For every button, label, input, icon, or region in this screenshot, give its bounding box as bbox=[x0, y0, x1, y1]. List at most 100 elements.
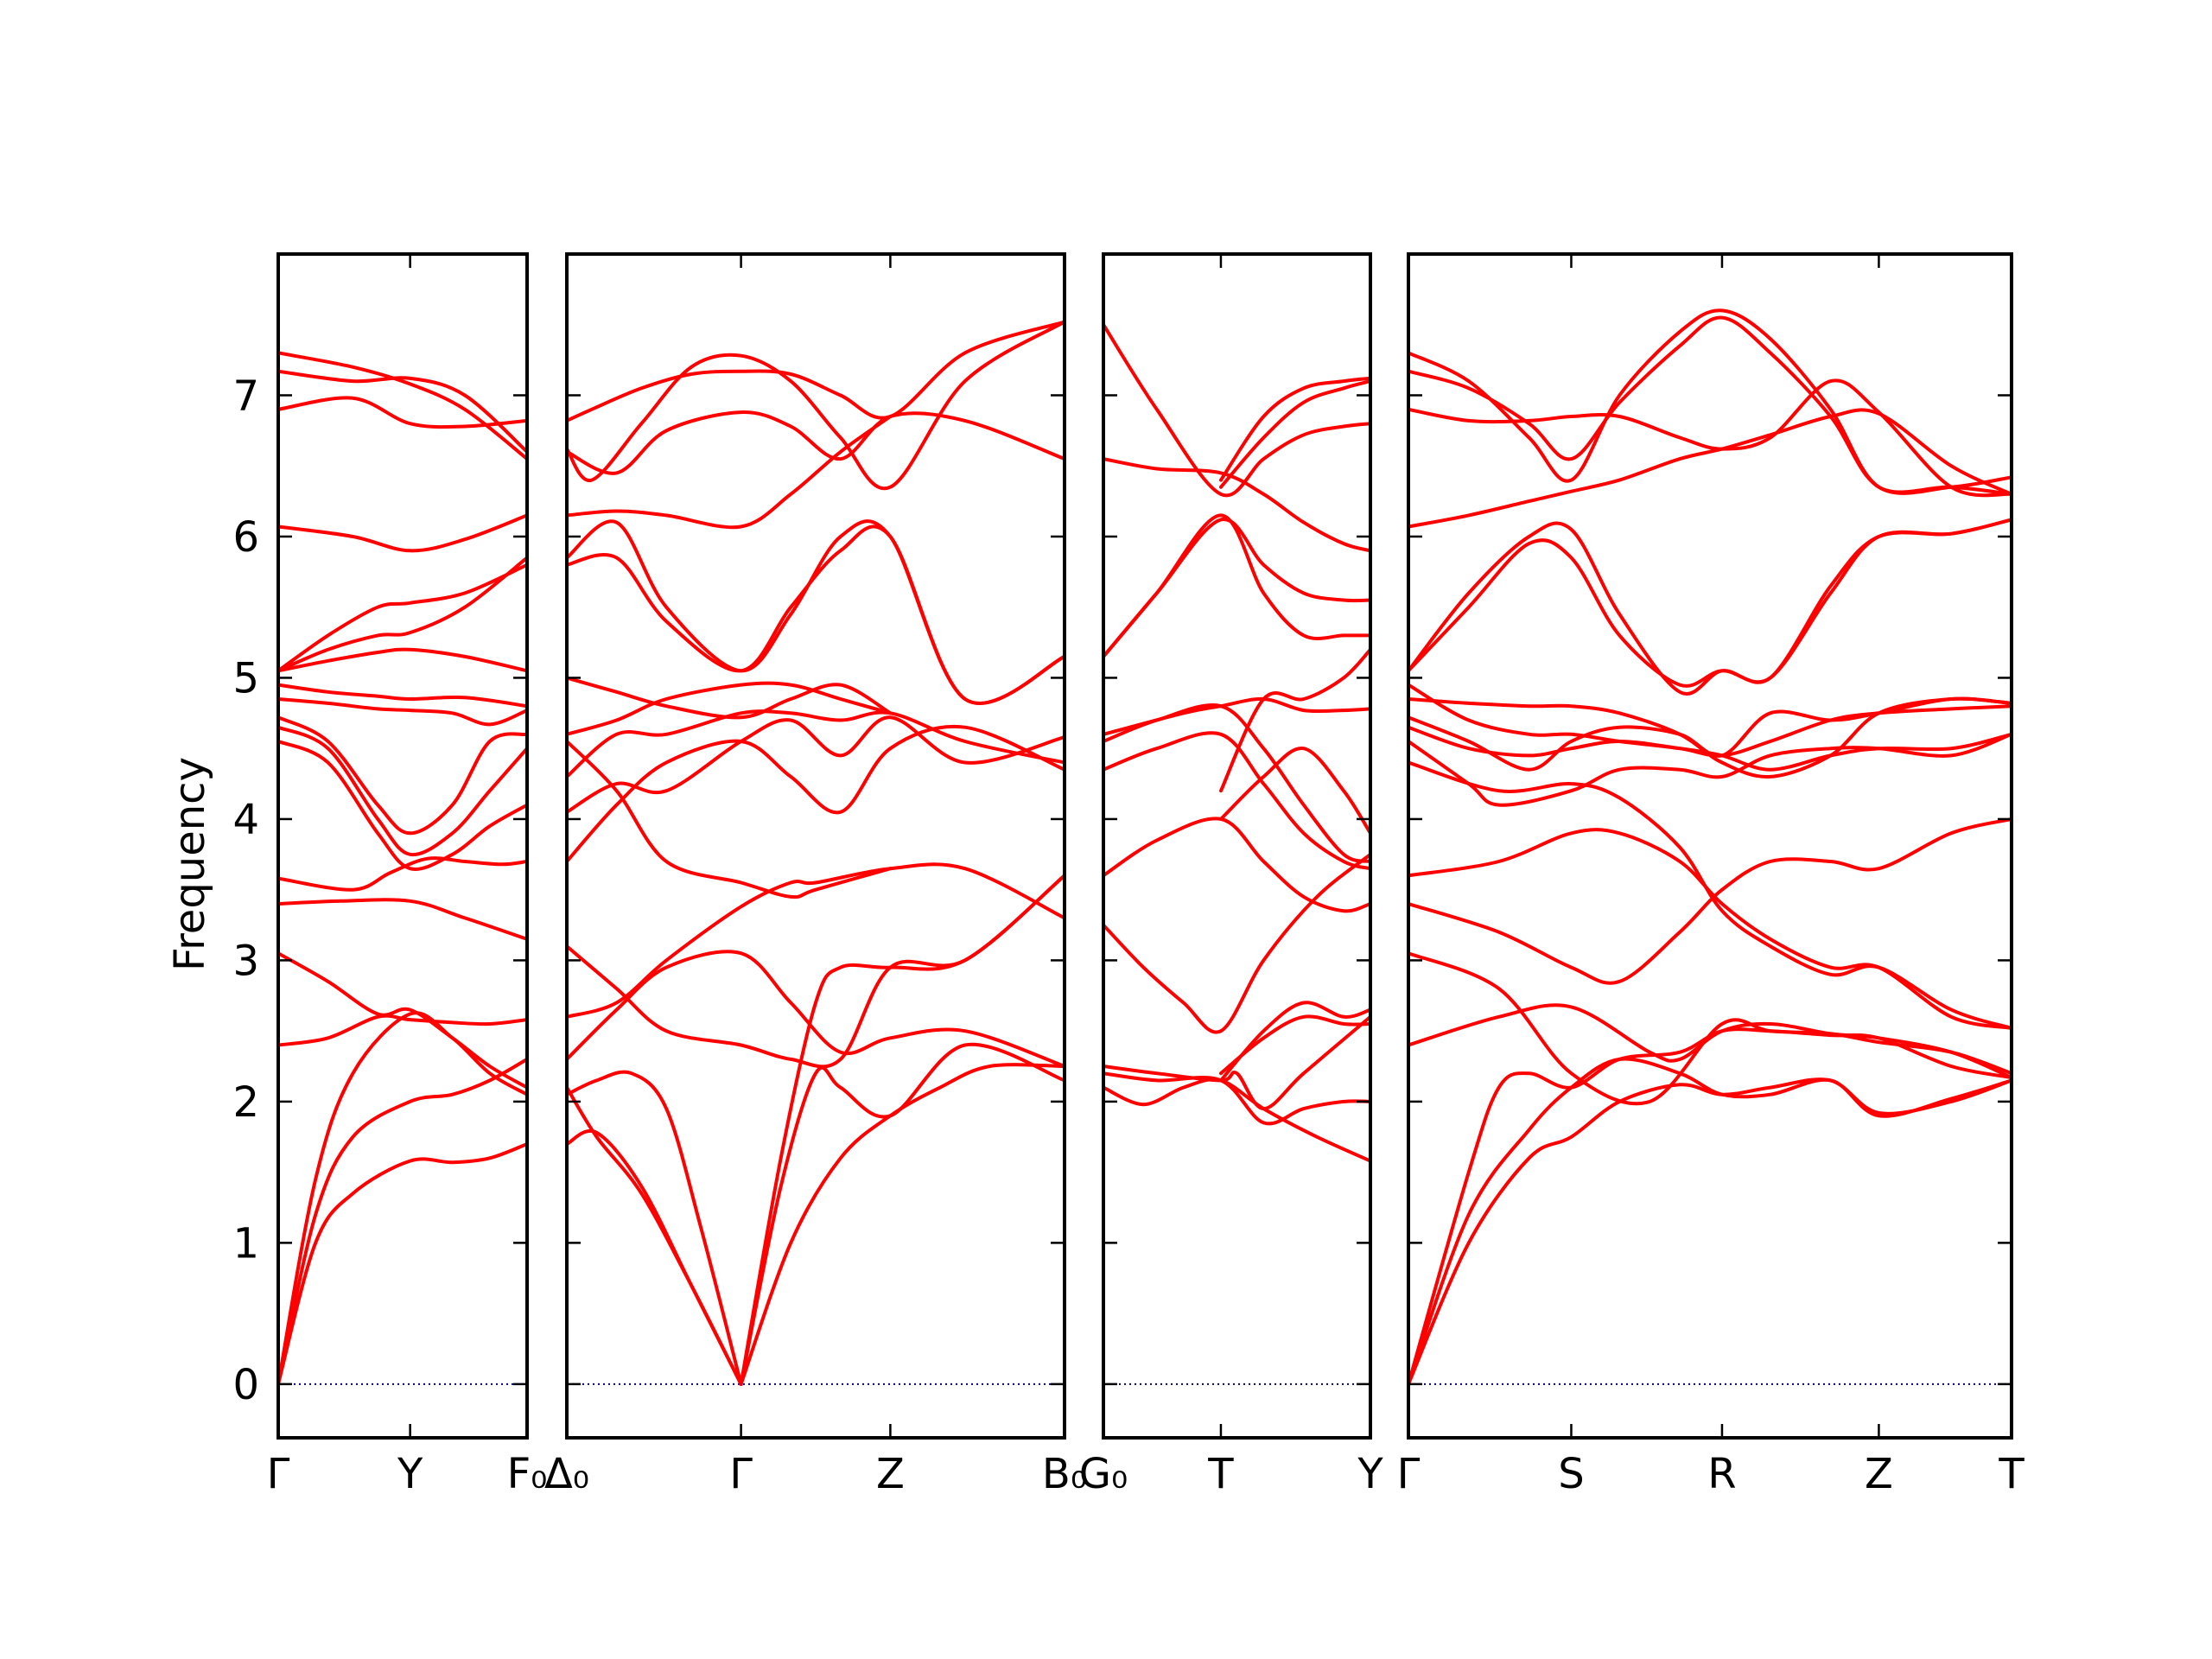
band-line bbox=[1219, 376, 1370, 482]
band-line bbox=[278, 1011, 527, 1386]
band-line bbox=[1219, 647, 1370, 793]
band-line bbox=[278, 740, 527, 871]
band-line bbox=[1408, 1057, 2012, 1386]
band-line bbox=[567, 862, 1065, 1019]
x-tick-label: Γ bbox=[1397, 1450, 1421, 1498]
band-line bbox=[1408, 817, 2012, 985]
band-line bbox=[567, 709, 1065, 779]
band-line bbox=[739, 874, 1065, 1386]
band-line bbox=[567, 1129, 743, 1386]
band-line bbox=[567, 740, 893, 899]
band-line bbox=[1408, 732, 2012, 807]
x-tick-label: Y bbox=[1357, 1450, 1383, 1498]
band-line bbox=[1219, 1014, 1370, 1076]
band-line bbox=[1219, 747, 1370, 836]
y-tick-label: 5 bbox=[232, 654, 259, 702]
x-tick-label: G₀ bbox=[1079, 1450, 1128, 1498]
x-tick-label: F₀ bbox=[507, 1450, 548, 1498]
band-line bbox=[278, 697, 527, 727]
band-line bbox=[278, 647, 527, 673]
band-line bbox=[567, 1070, 743, 1386]
x-tick-label: Δ₀ bbox=[544, 1450, 589, 1498]
band-line bbox=[567, 415, 893, 530]
band-line bbox=[567, 676, 893, 720]
band-line bbox=[278, 369, 527, 454]
band-line bbox=[1408, 518, 2012, 696]
y-tick-label: 7 bbox=[232, 372, 259, 420]
band-line bbox=[1408, 308, 2012, 495]
x-tick-label: T bbox=[1207, 1450, 1234, 1498]
band-line bbox=[278, 725, 527, 857]
band-line bbox=[1408, 828, 2012, 1030]
band-line bbox=[567, 410, 1065, 475]
bands-group bbox=[1408, 308, 2012, 1386]
band-line bbox=[1219, 379, 1370, 489]
panel-frame bbox=[1407, 252, 2013, 1440]
band-line bbox=[278, 1057, 527, 1386]
y-tick-label: 6 bbox=[232, 513, 259, 562]
band-line bbox=[567, 320, 1065, 491]
band-line bbox=[567, 681, 893, 736]
band-line bbox=[1103, 518, 1370, 658]
band-line bbox=[1408, 760, 2012, 1030]
x-tick-label: R bbox=[1707, 1450, 1736, 1498]
x-tick-label: T bbox=[1998, 1450, 2024, 1498]
band-line bbox=[567, 724, 1065, 863]
band-line bbox=[1103, 817, 1370, 913]
panel-frame bbox=[565, 252, 1066, 1440]
band-line bbox=[1103, 457, 1370, 553]
x-tick-label: Y bbox=[397, 1450, 423, 1498]
band-line bbox=[567, 874, 1065, 1069]
x-tick-label: Z bbox=[1865, 1450, 1893, 1498]
band-line bbox=[278, 898, 527, 941]
band-line bbox=[1408, 1077, 2012, 1386]
band-line bbox=[567, 1085, 743, 1386]
band-line bbox=[1103, 731, 1370, 871]
x-tick-label: Γ bbox=[729, 1450, 753, 1498]
bands-group bbox=[1103, 322, 1370, 1163]
y-tick-label: 1 bbox=[232, 1219, 259, 1268]
bands-group bbox=[567, 320, 1065, 1386]
band-line bbox=[1103, 1071, 1370, 1126]
band-line bbox=[1408, 1003, 2012, 1080]
band-line bbox=[278, 683, 527, 709]
panel-frame bbox=[1102, 252, 1372, 1440]
band-line bbox=[1408, 951, 2012, 1106]
x-tick-label: Γ bbox=[267, 1450, 290, 1498]
panel-frame bbox=[276, 252, 529, 1440]
y-tick-label: 4 bbox=[232, 796, 259, 844]
band-line bbox=[278, 351, 527, 461]
bands-group bbox=[278, 351, 527, 1386]
band-line bbox=[278, 513, 527, 553]
band-line bbox=[1103, 852, 1370, 1034]
x-tick-label: S bbox=[1558, 1450, 1584, 1498]
band-line bbox=[278, 856, 527, 892]
x-tick-label: Z bbox=[876, 1450, 905, 1498]
band-line bbox=[567, 715, 1065, 814]
x-tick-label: B₀ bbox=[1042, 1450, 1087, 1498]
panel-2: Δ₀ Γ Z B₀ bbox=[544, 252, 1087, 1498]
band-line bbox=[1103, 322, 1370, 498]
band-line bbox=[278, 715, 527, 836]
band-line bbox=[1219, 1001, 1370, 1083]
panel-1: Γ Y F₀ 0 1 2 3 4 5 6 7 bbox=[232, 252, 548, 1498]
panel-3: G₀ T Y bbox=[1079, 252, 1383, 1498]
band-line bbox=[567, 320, 1065, 423]
band-line bbox=[739, 1063, 1065, 1386]
band-line bbox=[567, 950, 1065, 1068]
band-line bbox=[739, 1042, 1065, 1386]
band-line bbox=[1408, 378, 2012, 498]
band-line bbox=[278, 556, 527, 673]
band-line bbox=[278, 1014, 527, 1047]
band-line bbox=[1408, 1027, 2012, 1386]
band-line bbox=[278, 396, 527, 429]
band-line bbox=[1408, 704, 2012, 758]
y-tick-label: 2 bbox=[232, 1078, 259, 1127]
band-line bbox=[1103, 1014, 1370, 1111]
band-line bbox=[1408, 518, 2012, 688]
band-line bbox=[1103, 703, 1370, 863]
band-line bbox=[1408, 408, 2012, 529]
